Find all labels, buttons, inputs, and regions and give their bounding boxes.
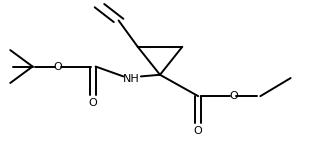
Text: O: O (194, 126, 203, 136)
Text: O: O (89, 98, 98, 108)
Text: O: O (54, 62, 62, 72)
Text: NH: NH (123, 74, 140, 84)
Text: O: O (229, 91, 238, 101)
